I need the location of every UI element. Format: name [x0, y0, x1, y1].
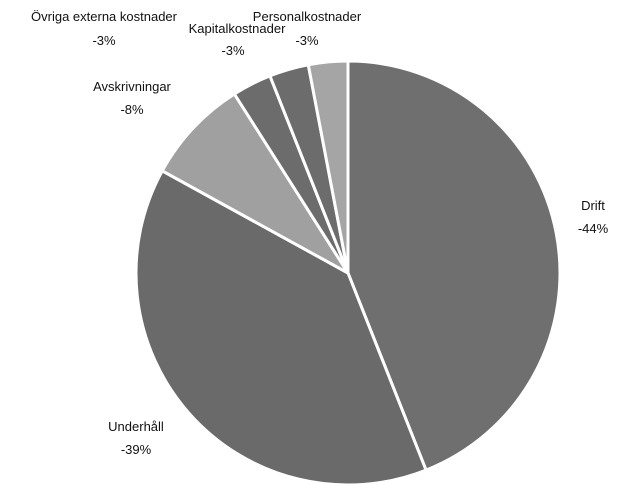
- label-personalkostnader-value: -3%: [295, 33, 319, 48]
- label-ovriga-externa-kostnader-value: -3%: [92, 33, 116, 48]
- pie-slice-avskrivningar: [160, 91, 350, 275]
- label-avskrivningar-value: -8%: [120, 102, 144, 117]
- label-avskrivningar-name: Avskrivningar: [93, 79, 171, 94]
- label-underhall-name: Underhåll: [108, 419, 164, 434]
- label-drift-name: Drift: [581, 198, 605, 213]
- pie-slice-underhall: [134, 168, 428, 484]
- label-personalkostnader-name: Personalkostnader: [253, 9, 362, 24]
- pie-labels: Drift -44% Underhåll -39% Avskrivningar …: [31, 9, 609, 457]
- label-underhall-value: -39%: [121, 442, 152, 457]
- label-kapitalkostnader-name: Kapitalkostnader: [189, 21, 287, 36]
- label-ovriga-externa-kostnader-name: Övriga externa kostnader: [31, 9, 178, 24]
- label-kapitalkostnader-value: -3%: [221, 43, 245, 58]
- pie-slice-personalkostnader: [306, 59, 350, 274]
- pie-slices: [134, 59, 562, 484]
- pie-slice-drift: [346, 59, 562, 473]
- label-drift-value: -44%: [578, 221, 609, 236]
